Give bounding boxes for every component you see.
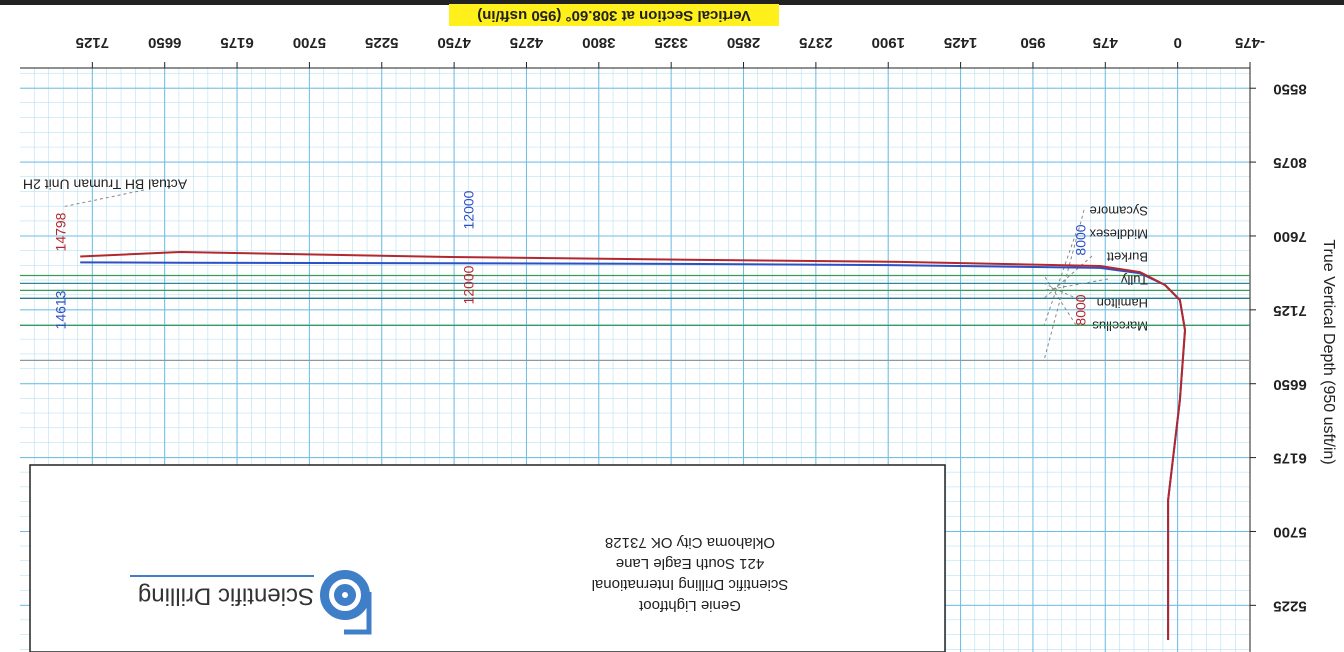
formation-label: Middlesex <box>1089 227 1148 242</box>
annotation: Actual BH Truman Unit 2H <box>23 176 187 192</box>
annotation: 12000 <box>461 265 477 304</box>
x-tick-label: 950 <box>1020 34 1045 51</box>
title-block-line: 421 South Eagle Lane <box>616 555 764 572</box>
x-tick-label: 2850 <box>727 34 760 51</box>
x-tick-label: 4275 <box>510 34 543 51</box>
y-tick-label: 8075 <box>1273 154 1306 171</box>
x-tick-label: 2375 <box>799 34 832 51</box>
annotation-leader <box>61 189 145 208</box>
x-tick-label: 4750 <box>437 34 470 51</box>
y-axis-title: True Vertical Depth (950 usft/in) <box>1320 239 1337 464</box>
annotation: 8000 <box>1073 224 1089 255</box>
y-tick-label: 7600 <box>1273 228 1306 245</box>
formation-label: Tully <box>1121 273 1148 288</box>
title-block-line: Scientific Drilling International <box>592 576 789 593</box>
x-tick-label: 1900 <box>872 34 905 51</box>
x-tick-label: 3800 <box>582 34 615 51</box>
y-tick-label: 6175 <box>1273 450 1306 467</box>
x-tick-label: 6650 <box>148 34 181 51</box>
top-bar <box>0 0 1344 5</box>
wellbore-line <box>80 251 1186 640</box>
title-block-line: Genie Lightfoot <box>638 597 741 614</box>
annotation: 12000 <box>461 190 477 229</box>
y-tick-label: 6650 <box>1273 376 1306 393</box>
formation-label: Sycamore <box>1089 204 1148 219</box>
logo-ring <box>340 590 350 600</box>
x-tick-label: 475 <box>1093 34 1118 51</box>
formation-label: Burkett <box>1106 250 1148 265</box>
formation-leader <box>1043 255 1093 299</box>
x-tick-label: 0 <box>1173 34 1181 51</box>
logo-text: Scientific Drilling <box>138 583 314 610</box>
formation-label: Hamilton <box>1097 296 1148 311</box>
x-tick-label: 6175 <box>220 34 253 51</box>
x-tick-label: -475 <box>1235 34 1265 51</box>
annotation: 14798 <box>53 212 69 251</box>
x-tick-label: 1425 <box>944 34 977 51</box>
formation-leader <box>1043 209 1085 361</box>
annotation: 8000 <box>1073 294 1089 325</box>
title-highlight <box>449 4 779 26</box>
y-tick-label: 5225 <box>1273 597 1306 614</box>
x-tick-label: 3325 <box>654 34 687 51</box>
title-block <box>29 464 946 652</box>
logo-tail <box>344 592 372 635</box>
y-tick-label: 8550 <box>1273 80 1306 97</box>
y-tick-label: 5700 <box>1273 523 1306 540</box>
x-tick-label: 5225 <box>365 34 398 51</box>
x-axis-title: Vertical Section at 308.60° (950 usft/in… <box>477 7 751 24</box>
annotation: 14613 <box>53 290 69 329</box>
formation-label: Marcellus <box>1092 319 1148 334</box>
formation-leader <box>1043 232 1077 326</box>
x-tick-label: 5700 <box>293 34 326 51</box>
x-tick-label: 7125 <box>76 34 109 51</box>
title-block-line: Oklahoma City OK 73128 <box>605 534 775 551</box>
y-tick-label: 7125 <box>1273 302 1306 319</box>
